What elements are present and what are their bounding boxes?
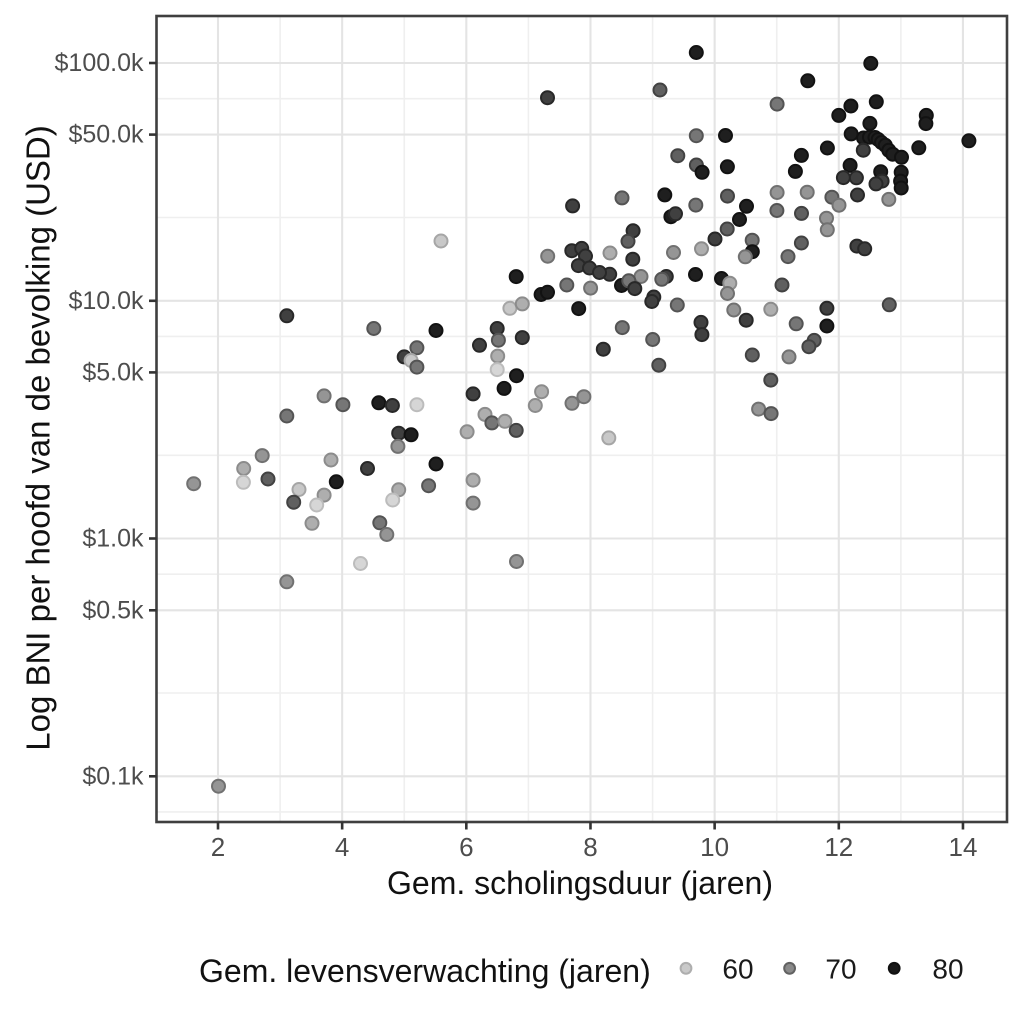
svg-text:60: 60	[722, 954, 753, 985]
svg-text:6: 6	[459, 832, 473, 862]
svg-text:$10.0k: $10.0k	[68, 287, 144, 315]
svg-text:$0.5k: $0.5k	[82, 596, 144, 624]
svg-text:$1.0k: $1.0k	[82, 525, 144, 553]
svg-text:Gem. scholingsduur (jaren): Gem. scholingsduur (jaren)	[387, 865, 773, 901]
svg-text:$0.1k: $0.1k	[82, 762, 144, 790]
svg-text:12: 12	[824, 832, 853, 862]
svg-text:10: 10	[700, 832, 729, 862]
svg-text:4: 4	[335, 832, 349, 862]
svg-text:80: 80	[932, 954, 963, 985]
svg-text:8: 8	[583, 832, 597, 862]
svg-text:Gem. levensverwachting (jaren): Gem. levensverwachting (jaren)	[199, 953, 651, 989]
svg-text:14: 14	[948, 832, 977, 862]
svg-text:$50.0k: $50.0k	[68, 121, 144, 149]
svg-text:$5.0k: $5.0k	[82, 358, 144, 386]
svg-text:$100.0k: $100.0k	[55, 49, 144, 77]
svg-text:Log BNI per hoofd van de bevol: Log BNI per hoofd van de bevolking (USD)	[20, 125, 57, 751]
svg-text:2: 2	[211, 832, 225, 862]
svg-text:70: 70	[825, 954, 856, 985]
